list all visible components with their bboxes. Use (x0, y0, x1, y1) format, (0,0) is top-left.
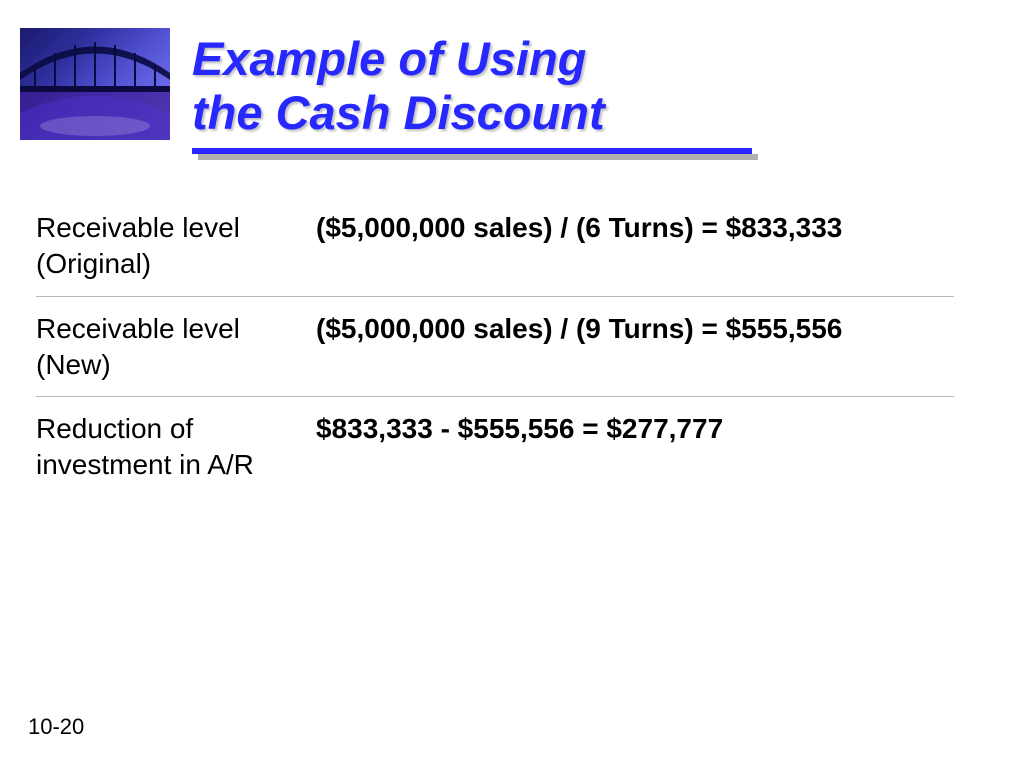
title-line-1: Example of Using (192, 32, 586, 85)
row-label: Receivable level (Original) (36, 210, 316, 282)
bridge-image (20, 28, 170, 140)
slide-title: Example of Using the Cash Discount (192, 32, 605, 140)
title-underline (192, 148, 752, 158)
slide-header: Example of Using the Cash Discount (0, 0, 1024, 158)
table-row: Receivable level (New) ($5,000,000 sales… (36, 297, 954, 398)
row-value: ($5,000,000 sales) / (6 Turns) = $833,33… (316, 210, 954, 282)
content-table: Receivable level (Original) ($5,000,000 … (0, 158, 1024, 497)
page-number: 10-20 (28, 714, 84, 740)
row-label: Receivable level (New) (36, 311, 316, 383)
title-container: Example of Using the Cash Discount (192, 28, 752, 158)
table-row: Receivable level (Original) ($5,000,000 … (36, 196, 954, 297)
row-value: $833,333 - $555,556 = $277,777 (316, 411, 954, 483)
row-label: Reduction of investment in A/R (36, 411, 316, 483)
title-line-2: the Cash Discount (192, 86, 605, 139)
row-value: ($5,000,000 sales) / (9 Turns) = $555,55… (316, 311, 954, 383)
table-row: Reduction of investment in A/R $833,333 … (36, 397, 954, 497)
